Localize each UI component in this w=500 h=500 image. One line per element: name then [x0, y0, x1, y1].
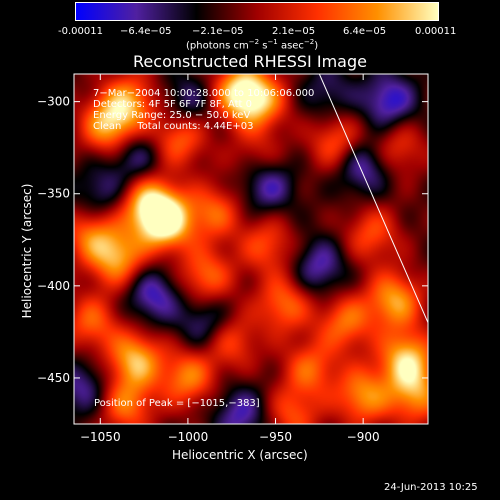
colorbar-unit-label: (photons cm−2 s−1 asec−2) [186, 38, 319, 52]
colorbar-tick-label: 6.4e−05 [343, 26, 387, 37]
heatmap-image [74, 74, 428, 424]
colorbar-tick-label: 2.1e−05 [272, 26, 316, 37]
annotation-clean-counts: Clean Total counts: 4.44E+03 [93, 121, 254, 132]
colorbar [75, 2, 439, 21]
limb-line [318, 73, 429, 323]
y-tick-label: −400 [37, 279, 70, 293]
chart-title: Reconstructed RHESSI Image [133, 52, 367, 71]
x-tick-label: −1000 [168, 430, 209, 444]
y-axis-label: Heliocentric Y (arcsec) [20, 183, 34, 319]
colorbar-tick-label: −2.1e−05 [192, 26, 244, 37]
annotation-time-range: 7−Mar−2004 10:00:28.000 to 10:06:06.000 [93, 88, 315, 99]
plot-frame [73, 73, 429, 425]
x-tick-label: −1050 [80, 430, 121, 444]
x-tick-label: −900 [347, 430, 380, 444]
colorbar-tick-label: 0.00011 [415, 26, 457, 37]
y-tick-label: −450 [37, 371, 70, 385]
colorbar-tick-label: -0.00011 [58, 26, 103, 37]
peak-position-label: Position of Peak = [−1015,−383] [94, 398, 260, 409]
annotation-detectors: Detectors: 4F 5F 6F 7F 8F, Att 0 [93, 99, 253, 110]
x-axis-label: Heliocentric X (arcsec) [172, 448, 308, 462]
x-tick-label: −950 [259, 430, 292, 444]
y-tick-label: −300 [37, 95, 70, 109]
colorbar-tick-label: −6.4e−05 [120, 26, 172, 37]
footer-date: 24-Jun-2013 10:25 [384, 482, 478, 493]
annotation-energy-range: Energy Range: 25.0 − 50.0 keV [93, 110, 251, 121]
y-tick-label: −350 [37, 187, 70, 201]
